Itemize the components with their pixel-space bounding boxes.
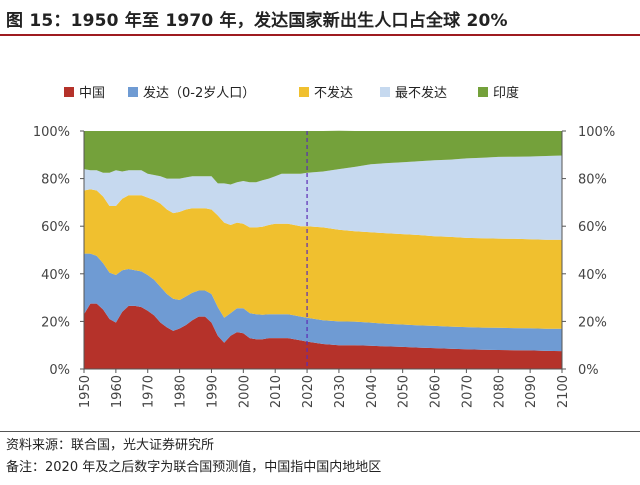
legend-swatch xyxy=(128,87,138,97)
legend-label: 发达（0-2岁人口） xyxy=(143,85,255,101)
legend-swatch xyxy=(64,87,74,97)
x-tick-label: 2020 xyxy=(301,375,316,408)
x-tick-label: 2100 xyxy=(556,375,571,408)
x-tick-label: 2000 xyxy=(237,375,252,408)
x-tick-label: 2050 xyxy=(397,375,412,408)
y-tick-label-left: 40% xyxy=(41,268,70,283)
x-tick-label: 1970 xyxy=(142,375,157,408)
y-tick-label-right: 20% xyxy=(578,315,607,330)
y-tick-label-left: 0% xyxy=(49,363,70,378)
area-series-3 xyxy=(84,155,562,240)
y-tick-label-left: 80% xyxy=(41,173,70,188)
y-tick-label-right: 60% xyxy=(578,220,607,235)
legend-label: 中国 xyxy=(79,86,105,101)
area-series-0 xyxy=(84,303,562,369)
y-tick-label-left: 20% xyxy=(41,315,70,330)
chart-legend: 中国 发达（0-2岁人口） 不发达 最不发达 印度 xyxy=(64,85,519,101)
x-tick-label: 1980 xyxy=(174,375,189,408)
chart-axes: 0% 0% 20% 20% 40% 40% 60% 60% 80% 80% 100% 100% 1950… xyxy=(33,125,615,408)
remark-note: 备注：2020 年及之后数字为联合国预测值，中国指中国内地地区 xyxy=(6,460,382,475)
legend-label: 印度 xyxy=(493,85,519,101)
figure-title: 图 15：1950 年至 1970 年，发达国家新出生人口占全球 20% xyxy=(6,11,508,31)
legend-swatch xyxy=(299,87,309,97)
y-tick-label-right: 100% xyxy=(578,125,615,140)
y-tick-label-left: 100% xyxy=(33,125,70,140)
x-tick-label: 1990 xyxy=(205,375,220,408)
y-tick-label-left: 60% xyxy=(41,220,70,235)
footer-divider xyxy=(0,431,640,432)
legend-swatch xyxy=(380,87,390,97)
legend-label: 不发达 xyxy=(314,85,353,101)
area-series-1 xyxy=(84,253,562,352)
x-tick-label: 1950 xyxy=(78,375,93,408)
source-note: 资料来源：联合国，光大证券研究所 xyxy=(6,438,215,453)
x-tick-label: 2090 xyxy=(524,375,539,408)
x-tick-label: 2080 xyxy=(492,375,507,408)
x-tick-label: 2010 xyxy=(269,375,284,408)
x-tick-label: 2040 xyxy=(365,375,380,408)
y-tick-label-right: 80% xyxy=(578,173,607,188)
x-tick-label: 1960 xyxy=(110,375,125,408)
legend-swatch xyxy=(478,87,488,97)
y-tick-label-right: 40% xyxy=(578,268,607,283)
y-tick-label-right: 0% xyxy=(578,363,599,378)
area-series-4 xyxy=(84,130,562,185)
area-series-2 xyxy=(84,189,562,329)
x-tick-label: 2060 xyxy=(429,375,444,408)
chart-areas xyxy=(84,130,562,369)
stacked-area-chart: 中国 发达（0-2岁人口） 不发达 最不发达 印度 0% 0% 20% 20% 40% 40% 60… xyxy=(33,85,615,408)
title-divider xyxy=(0,34,640,36)
legend-label: 最不发达 xyxy=(395,85,447,101)
x-tick-label: 2070 xyxy=(460,375,475,408)
x-tick-label: 2030 xyxy=(333,375,348,408)
